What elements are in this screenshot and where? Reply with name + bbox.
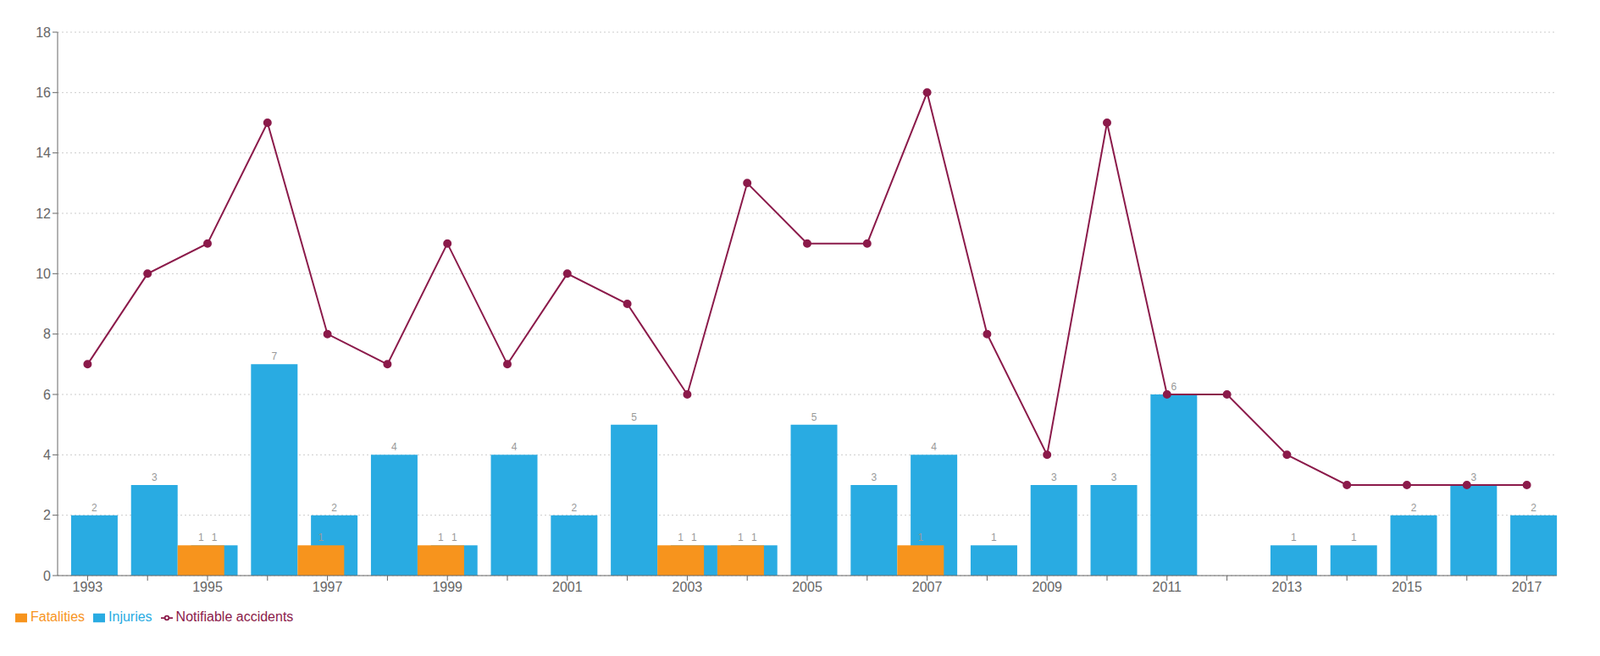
svg-text:1: 1 (317, 531, 324, 544)
svg-text:2013: 2013 (1272, 580, 1303, 595)
svg-text:1: 1 (691, 531, 698, 544)
svg-text:18: 18 (35, 25, 51, 40)
svg-text:0: 0 (43, 569, 51, 584)
svg-text:10: 10 (35, 266, 51, 282)
svg-text:3: 3 (1111, 471, 1118, 484)
svg-text:2001: 2001 (552, 580, 583, 595)
svg-text:1: 1 (917, 531, 924, 544)
svg-text:3: 3 (151, 471, 158, 484)
svg-text:7: 7 (271, 350, 277, 363)
svg-text:2: 2 (331, 502, 338, 515)
svg-text:2: 2 (1411, 502, 1418, 515)
svg-text:2007: 2007 (912, 580, 943, 595)
svg-text:1: 1 (751, 531, 758, 544)
svg-text:2017: 2017 (1511, 580, 1543, 595)
svg-text:1995: 1995 (192, 580, 223, 595)
svg-text:1: 1 (211, 531, 218, 544)
svg-text:4: 4 (43, 448, 51, 463)
svg-text:4: 4 (511, 441, 518, 454)
svg-text:2011: 2011 (1152, 580, 1183, 595)
html-text:Notifiable accidents: Notifiable accidents (175, 609, 294, 625)
svg-text:2005: 2005 (791, 580, 823, 595)
svg-text:4: 4 (930, 441, 937, 454)
svg-text:3: 3 (870, 471, 877, 484)
html-text:Injuries: Injuries (108, 609, 153, 625)
svg-text:6: 6 (43, 387, 51, 403)
svg-text:2003: 2003 (672, 580, 704, 595)
svg-text:2015: 2015 (1391, 580, 1423, 595)
svg-text:2: 2 (91, 502, 98, 515)
svg-text:1: 1 (1350, 531, 1357, 544)
svg-text:2: 2 (570, 502, 577, 515)
html-text:Fatalities: Fatalities (30, 609, 85, 625)
svg-text:2009: 2009 (1031, 580, 1063, 595)
svg-text:1: 1 (1290, 531, 1297, 544)
svg-text:1: 1 (677, 531, 684, 544)
svg-text:1993: 1993 (72, 580, 104, 595)
svg-text:1997: 1997 (312, 580, 344, 595)
svg-text:1: 1 (437, 531, 444, 544)
svg-text:1: 1 (737, 531, 744, 544)
svg-text:12: 12 (35, 206, 51, 222)
svg-text:5: 5 (811, 411, 818, 424)
svg-text:3: 3 (1051, 471, 1058, 484)
svg-text:1999: 1999 (431, 580, 463, 595)
svg-text:16: 16 (35, 85, 51, 100)
svg-text:14: 14 (35, 145, 51, 161)
svg-text:2: 2 (1530, 502, 1537, 515)
svg-text:6: 6 (1170, 381, 1177, 394)
svg-text:4: 4 (391, 441, 398, 454)
svg-text:3: 3 (1470, 471, 1477, 484)
svg-text:1: 1 (451, 531, 458, 544)
svg-text:1: 1 (198, 531, 205, 544)
svg-text:2: 2 (43, 508, 51, 523)
svg-text:8: 8 (43, 326, 51, 342)
svg-text:5: 5 (631, 411, 637, 424)
svg-text:1: 1 (991, 531, 997, 544)
